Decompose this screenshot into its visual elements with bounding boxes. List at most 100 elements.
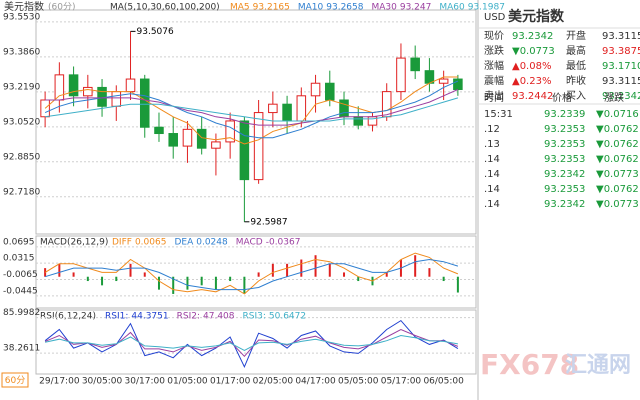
quote-label: 开盘 (566, 29, 586, 42)
quote-value: 93.1710 (602, 61, 640, 72)
x-tick-label: 02/05:00 (253, 377, 294, 387)
legend-name: RSI3: (243, 312, 266, 322)
trade-cell: 15:31 (484, 109, 513, 120)
x-tick-label: 01/05:00 (167, 377, 208, 387)
trade-cell: .12 (484, 124, 500, 135)
candle-body (396, 57, 406, 93)
trades-header: 涨跌 (604, 91, 624, 104)
y-tick-label: -0.0065 (3, 270, 38, 280)
trade-cell: 93.2353 (544, 184, 585, 195)
y-tick-label: 92.7180 (3, 187, 40, 197)
legend-value: 93.247 (400, 3, 432, 13)
trades-header: 时间 (484, 91, 504, 104)
quote-value: 93.3875 (602, 46, 640, 57)
trade-cell: .13 (484, 139, 500, 150)
trade-cell: .14 (484, 184, 500, 195)
legend-name: DIFF (112, 238, 132, 248)
y-tick-label: 93.0520 (3, 117, 40, 127)
candle-body (139, 78, 150, 128)
quote-value: 93.2442 (512, 91, 553, 102)
legend-value: 93.2165 (253, 3, 290, 13)
legend-name: RSI2: (177, 312, 200, 322)
trade-cell: 93.2353 (544, 139, 585, 150)
x-tick-label: 04/17:00 (295, 377, 336, 387)
trade-cell: 93.2353 (544, 154, 585, 165)
candle-body (225, 120, 235, 143)
rsi-frame (35, 309, 477, 375)
candle-body (282, 103, 292, 122)
legend-value: 93.1987 (468, 3, 505, 13)
legend-name: MA60 (439, 3, 465, 13)
quote-label: 涨跌 (484, 44, 504, 57)
y-tick-label: 0.0695 (3, 237, 35, 247)
quote-label: 涨幅 (484, 59, 504, 72)
watermark-name: 汇通网 (565, 353, 631, 378)
legend-value: 47.408 (203, 312, 235, 322)
legend-name: MA5 (230, 3, 250, 13)
trade-cell: ▼0.0773 (596, 169, 639, 180)
candle-body (353, 116, 364, 126)
rsi-title: RSI(6,12,24) (40, 312, 96, 322)
x-tick-label: 05/17:00 (381, 377, 422, 387)
quote-label: 昨收 (566, 74, 586, 87)
quote-label: 最高 (566, 44, 586, 57)
quote-value: ▲0.08% (512, 61, 551, 72)
trade-cell: 93.2342 (544, 169, 585, 180)
series-line (45, 97, 459, 122)
y-tick-label: 0.0315 (3, 254, 35, 264)
legend-value: 44.3751 (131, 312, 168, 322)
candle-body (296, 95, 307, 122)
trade-cell: ▼0.0762 (596, 154, 639, 165)
x-tick-label: 29/17:00 (39, 377, 80, 387)
y-tick-label: 85.9982 (3, 308, 40, 318)
y-tick-label: 93.2190 (3, 82, 40, 92)
candle-body (97, 86, 107, 107)
candle-body (381, 91, 392, 118)
x-tick-label: 01/17:00 (210, 377, 251, 387)
trade-cell: ▼0.0762 (596, 184, 639, 195)
quote-symbol: USD (484, 12, 506, 23)
macd-frame (35, 235, 477, 309)
quote-label: 现价 (484, 30, 504, 42)
candle-body (168, 133, 178, 147)
trade-cell: 93.2339 (544, 109, 585, 120)
quote-value: 93.3115 (602, 31, 640, 42)
period-button-label[interactable]: 60分 (5, 375, 25, 386)
watermark-brand: FX678 (480, 348, 579, 381)
quote-label: 最低 (566, 59, 586, 72)
candle-body (154, 126, 164, 135)
y-tick-label: 92.8850 (3, 152, 40, 162)
quote-value: 93.2342 (512, 31, 553, 42)
y-tick-label: 93.3860 (3, 47, 40, 57)
legend-value: 0.0248 (196, 238, 228, 248)
candle-body (68, 74, 79, 97)
quote-value: ▼0.0773 (512, 46, 555, 57)
period-button[interactable] (1, 372, 29, 388)
candle-body (196, 128, 207, 149)
series-line (44, 258, 459, 291)
legend-value: 50.6472 (269, 312, 306, 322)
legend-value: -0.0367 (266, 238, 301, 248)
trade-cell: .14 (484, 169, 500, 180)
x-tick-label: 06/05:00 (423, 377, 464, 387)
legend-name: MA30 (371, 3, 397, 13)
candle-body (83, 86, 93, 97)
trade-cell: 93.2353 (544, 124, 585, 135)
candle-body (239, 120, 250, 181)
series-line (44, 328, 459, 358)
candle-body (111, 91, 122, 107)
trade-cell: ▼0.0773 (596, 199, 639, 210)
candle-body (253, 112, 264, 181)
quote-label: 震幅 (484, 74, 504, 87)
candle-body (339, 99, 349, 118)
legend-name: RSI1: (105, 312, 128, 322)
quote-value: ▲0.23% (512, 76, 551, 87)
legend-value: 93.2658 (326, 3, 363, 13)
series-line (44, 334, 458, 351)
x-tick-label: 30/05:00 (82, 377, 123, 387)
quote-name: 美元指数 (508, 8, 565, 25)
candle-body (125, 78, 136, 93)
candle-body (325, 82, 335, 101)
legend-value: 0.0065 (135, 238, 167, 248)
